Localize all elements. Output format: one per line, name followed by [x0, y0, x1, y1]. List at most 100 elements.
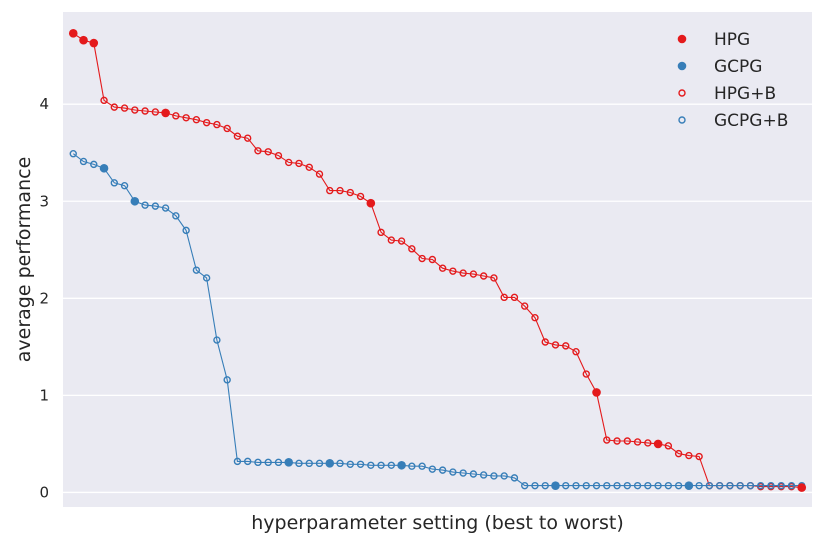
- data-point: [592, 481, 601, 490]
- data-point: [284, 458, 294, 467]
- data-point: [223, 376, 231, 384]
- data-point: [633, 438, 642, 446]
- data-point: [68, 29, 78, 38]
- data-point: [633, 481, 642, 490]
- legend-label: HPG+B: [714, 84, 776, 104]
- data-point: [418, 254, 426, 263]
- data-point: [295, 159, 303, 168]
- data-point: [654, 481, 662, 490]
- data-point: [551, 481, 560, 490]
- data-point: [582, 481, 590, 490]
- data-point: [695, 481, 703, 490]
- data-point: [202, 274, 211, 282]
- data-point: [572, 481, 580, 490]
- data-point: [613, 437, 621, 445]
- data-point: [603, 481, 611, 490]
- data-point: [603, 436, 611, 444]
- data-point: [797, 483, 807, 492]
- data-point: [408, 462, 416, 470]
- data-point: [449, 468, 457, 476]
- legend-marker: [678, 116, 686, 124]
- data-point: [377, 228, 385, 237]
- legend-label: GCPG+B: [714, 111, 788, 131]
- data-point: [736, 481, 744, 490]
- data-point: [531, 481, 539, 490]
- data-point: [213, 336, 221, 344]
- data-point: [274, 151, 283, 160]
- data-point: [151, 202, 160, 210]
- data-point: [377, 461, 385, 469]
- data-point: [346, 188, 354, 197]
- legend-item: HPG: [677, 30, 750, 50]
- y-tick-label: 0: [39, 483, 49, 501]
- data-point: [161, 204, 170, 212]
- data-point: [336, 459, 344, 468]
- data-point: [130, 196, 140, 206]
- data-point: [572, 348, 580, 356]
- data-point: [387, 461, 396, 469]
- data-point: [644, 481, 652, 490]
- y-tick-label: 4: [39, 95, 49, 113]
- data-point: [664, 442, 673, 450]
- data-point: [674, 481, 683, 490]
- data-point: [541, 338, 549, 346]
- data-point: [541, 481, 549, 490]
- data-point: [674, 449, 683, 458]
- legend: HPG GCPG HPG+B GCPG+B: [677, 30, 788, 131]
- data-point: [192, 266, 201, 274]
- data-point: [613, 481, 621, 490]
- data-point: [69, 150, 77, 158]
- data-point: [254, 458, 262, 467]
- data-point: [192, 116, 201, 124]
- y-tick-label: 1: [39, 386, 49, 404]
- data-point: [438, 466, 447, 474]
- data-point: [767, 481, 775, 490]
- y-axis-label: average performance: [13, 157, 35, 363]
- legend-item: GCPG+B: [678, 111, 788, 131]
- legend-marker: [677, 61, 687, 71]
- data-point: [264, 458, 272, 467]
- data-point: [551, 341, 560, 349]
- data-point: [213, 120, 221, 129]
- data-point: [521, 302, 529, 310]
- series-line: [72, 153, 802, 487]
- y-tick-label: 2: [39, 289, 49, 307]
- data-point: [243, 134, 252, 142]
- data-point: [664, 481, 673, 490]
- data-point: [623, 437, 632, 445]
- data-point: [479, 272, 488, 280]
- data-point: [90, 160, 98, 169]
- data-point: [531, 314, 539, 322]
- legend-marker: [677, 34, 687, 44]
- data-point: [326, 186, 334, 195]
- grid: [63, 103, 812, 494]
- data-point: [756, 481, 765, 490]
- data-point: [746, 481, 755, 490]
- data-point: [685, 451, 693, 460]
- legend-item: HPG+B: [678, 84, 776, 104]
- series-gcpg: [99, 163, 694, 490]
- data-point: [325, 459, 335, 468]
- data-point: [233, 132, 242, 140]
- data-point: [131, 106, 139, 114]
- series-line: [72, 32, 802, 489]
- data-point: [367, 461, 375, 469]
- data-point: [490, 274, 498, 282]
- legend-label: GCPG: [714, 57, 762, 77]
- data-point: [233, 457, 242, 466]
- data-point: [479, 471, 488, 479]
- legend-label: HPG: [714, 30, 750, 50]
- data-point: [500, 472, 508, 480]
- y-axis-ticks: 0 1 2 3 4: [39, 95, 49, 501]
- x-axis-label: hyperparameter setting (best to worst): [251, 512, 624, 534]
- plot-background: [63, 12, 812, 507]
- data-point: [100, 96, 108, 105]
- data-point: [79, 157, 88, 166]
- data-point: [469, 470, 478, 478]
- data-point: [397, 237, 406, 245]
- data-point: [172, 112, 180, 120]
- data-point: [305, 163, 313, 171]
- data-point: [336, 186, 344, 195]
- data-point: [459, 269, 467, 277]
